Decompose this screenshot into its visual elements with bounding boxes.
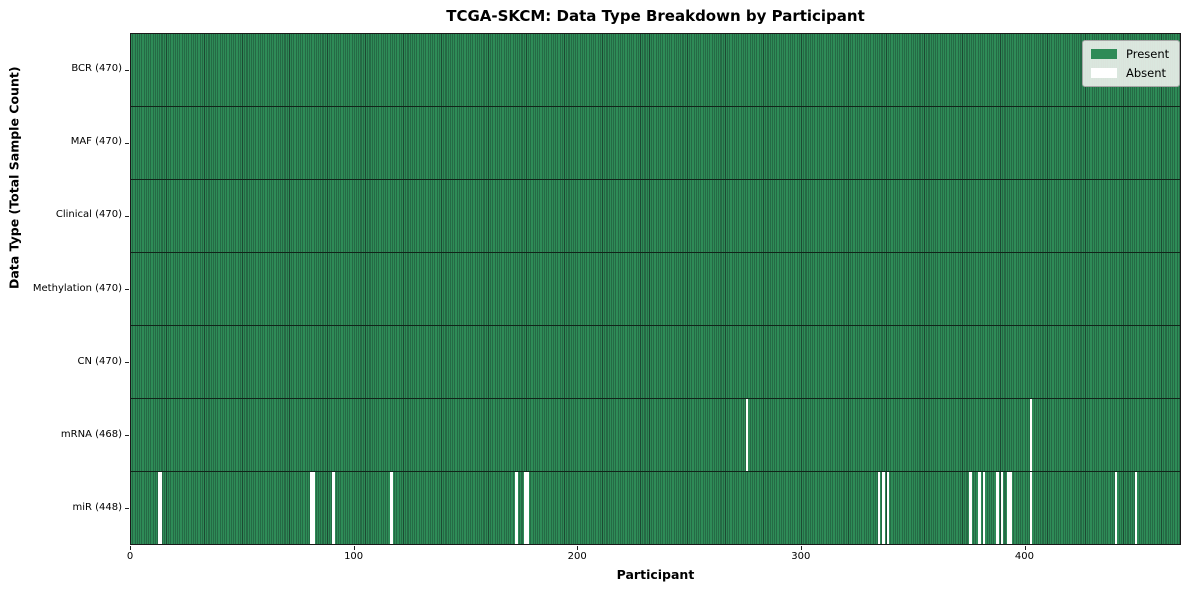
absent-cell <box>1000 472 1004 544</box>
legend-item-present: Present <box>1091 47 1169 61</box>
absent-cell <box>982 472 986 544</box>
x-tick-label: 400 <box>1014 551 1034 562</box>
absent-cell <box>1009 472 1013 544</box>
x-tick-label: 300 <box>791 551 811 562</box>
y-tick-mark <box>125 69 129 71</box>
absent-cell <box>1029 472 1033 544</box>
x-axis-title: Participant <box>616 567 695 582</box>
legend-label-absent: Absent <box>1126 66 1167 80</box>
heatmap-row-MAF <box>131 106 1180 179</box>
present-swatch <box>1091 49 1117 59</box>
legend-label-present: Present <box>1126 47 1170 61</box>
y-tick-mark <box>125 142 129 144</box>
legend: Present Absent <box>1082 40 1181 87</box>
absent-cell <box>1007 472 1010 544</box>
heatmap-row-BCR <box>131 34 1180 106</box>
y-tick-mark <box>125 362 129 364</box>
absent-cell <box>877 472 881 544</box>
absent-cell <box>996 472 999 544</box>
y-tick-mark <box>125 215 129 217</box>
heatmap-row-mRNA <box>131 398 1180 471</box>
x-tick-label: 100 <box>344 551 364 562</box>
heatmap-row-miR <box>131 471 1180 544</box>
y-tick-mark <box>125 289 129 290</box>
absent-cell <box>882 472 885 544</box>
absent-cell <box>745 399 749 471</box>
y-tick-label: mRNA (468) <box>60 428 122 440</box>
y-tick-label: Clinical (470) <box>55 209 122 221</box>
absent-cell <box>311 472 315 544</box>
absent-cell <box>1029 399 1033 471</box>
absent-cell <box>332 472 335 544</box>
y-tick-label: CN (470) <box>77 355 122 367</box>
absent-cell <box>159 472 163 544</box>
y-tick-label: BCR (470) <box>71 63 122 75</box>
x-tick-mark <box>800 546 802 550</box>
heatmap-row-CN <box>131 325 1180 398</box>
absent-cell <box>1134 472 1138 544</box>
x-tick-mark <box>1024 546 1026 550</box>
absent-swatch <box>1091 68 1117 78</box>
absent-cell <box>978 472 981 544</box>
absent-cell <box>526 472 530 544</box>
x-tick-mark <box>353 546 355 550</box>
absent-cell <box>157 472 161 544</box>
y-tick-label: Methylation (470) <box>32 282 122 294</box>
y-tick-mark <box>125 508 129 510</box>
x-tick-label: 0 <box>126 551 134 562</box>
chart-title: TCGA-SKCM: Data Type Breakdown by Partic… <box>446 7 865 25</box>
absent-cell <box>309 472 313 544</box>
y-tick-label: miR (448) <box>72 501 122 513</box>
plot-area <box>130 33 1181 545</box>
x-tick-label: 200 <box>567 551 587 562</box>
heatmap-row-Methylation <box>131 252 1180 325</box>
absent-cell <box>390 472 393 544</box>
legend-item-absent: Absent <box>1091 66 1169 80</box>
x-tick-mark <box>130 546 131 550</box>
absent-cell <box>515 472 518 544</box>
absent-cell <box>1114 472 1118 544</box>
x-tick-mark <box>577 546 579 550</box>
y-axis-title: Data Type (Total Sample Count) <box>6 66 22 289</box>
heatmap-row-Clinical <box>131 179 1180 252</box>
absent-cell <box>524 472 527 544</box>
y-tick-mark <box>125 435 129 437</box>
y-tick-label: MAF (470) <box>70 136 122 148</box>
absent-cell <box>969 472 972 544</box>
absent-cell <box>886 472 890 544</box>
